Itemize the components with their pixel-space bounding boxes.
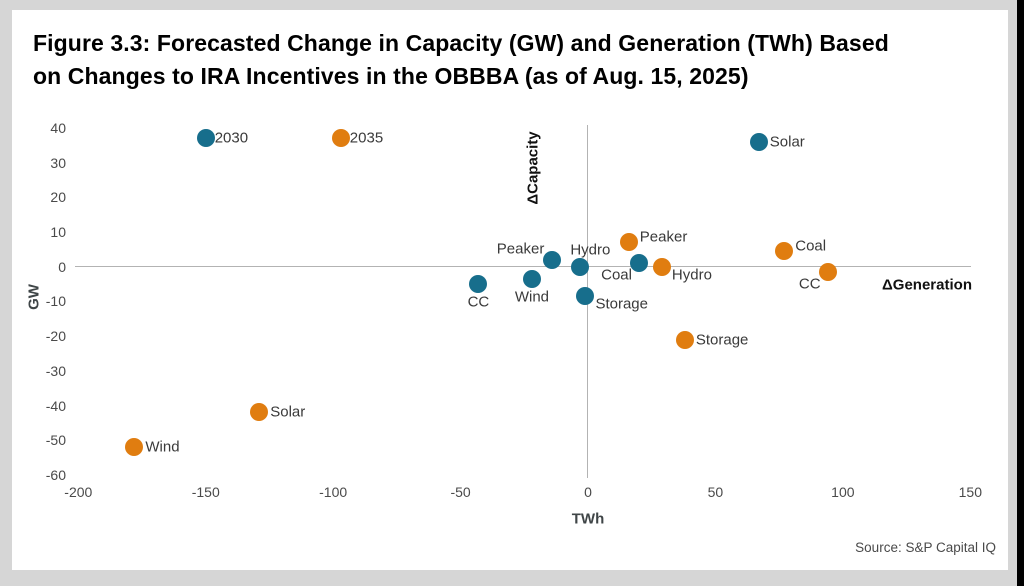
y-tick-label: -30 [45, 362, 66, 379]
legend-marker-2035 [331, 129, 350, 148]
point-label-2030-solar: Solar [769, 133, 805, 151]
y-tick-label: -20 [45, 328, 66, 345]
data-point-2035-wind [125, 438, 144, 457]
point-label-2030-peaker: Peaker [496, 240, 545, 258]
figure-title-line1: Figure 3.3: Forecasted Change in Capacit… [33, 30, 889, 56]
point-label-2035-wind: Wind [145, 438, 180, 456]
figure-card: Figure 3.3: Forecasted Change in Capacit… [12, 10, 1008, 570]
x-axis-title: TWh [571, 510, 605, 528]
y-tick-label: -40 [45, 397, 66, 414]
data-point-2035-cc [818, 262, 837, 281]
delta-capacity-annotation: ΔCapacity [524, 131, 542, 205]
x-tick-label: -50 [450, 484, 471, 500]
x-tick-label: -200 [64, 484, 93, 500]
y-tick-label: -10 [45, 293, 66, 310]
y-tick-label: 20 [50, 189, 66, 206]
y-tick-label: 0 [58, 258, 66, 275]
data-point-2035-solar [250, 403, 269, 422]
x-tick-label: 150 [958, 484, 982, 500]
data-point-2030-storage [576, 287, 595, 306]
point-label-2030-hydro: Hydro [570, 241, 611, 259]
point-label-2035-coal: Coal [795, 237, 827, 255]
data-point-2035-storage [675, 330, 694, 349]
x-tick-label: 100 [831, 484, 855, 500]
y-tick-label: 10 [50, 224, 66, 240]
legend-label-2030: 2030 [214, 129, 249, 147]
data-point-2030-solar [749, 132, 768, 151]
figure-title-line2: on Changes to IRA Incentives in the OBBB… [33, 63, 749, 89]
x-tick-label: 0 [584, 484, 592, 500]
scatter-chart: GW TWh ΔCapacity ΔGeneration -200 -150 -10… [12, 10, 1008, 570]
figure-title: Figure 3.3: Forecasted Change in Capacit… [33, 27, 991, 93]
point-label-2035-storage: Storage [695, 331, 749, 349]
y-tick-label: 30 [50, 154, 66, 171]
data-point-2035-hydro [652, 257, 671, 276]
data-point-2030-cc [469, 275, 488, 294]
point-label-2030-coal: Coal [601, 266, 632, 284]
y-tick-label: -60 [45, 466, 66, 483]
y-tick-label: 40 [50, 119, 66, 136]
data-point-2030-hydro [571, 257, 590, 276]
x-tick-label: -100 [319, 484, 348, 500]
data-point-2030-wind [522, 269, 541, 288]
screen-edge-bar [1017, 0, 1024, 586]
data-point-2035-coal [775, 242, 794, 261]
point-label-2030-wind: Wind [514, 288, 550, 306]
point-label-2035-solar: Solar [270, 403, 306, 421]
data-point-2030-coal [629, 254, 648, 273]
source-note: Source: S&P Capital IQ [855, 540, 996, 555]
data-point-2030-peaker [543, 250, 562, 269]
x-zero-axis-line [75, 266, 971, 267]
data-point-2035-peaker [619, 233, 638, 252]
legend-label-2035: 2035 [349, 129, 384, 147]
point-label-2030-storage: Storage [595, 295, 648, 313]
y-tick-label: -50 [45, 432, 66, 449]
point-label-2035-cc: CC [798, 275, 821, 293]
legend-marker-2030 [196, 129, 215, 148]
x-tick-label: -150 [191, 484, 220, 500]
point-label-2035-hydro: Hydro [671, 266, 712, 284]
delta-generation-annotation: ΔGeneration [882, 276, 972, 294]
x-tick-label: 50 [707, 484, 724, 500]
point-label-2035-peaker: Peaker [639, 228, 688, 246]
point-label-2030-cc: CC [467, 293, 490, 311]
